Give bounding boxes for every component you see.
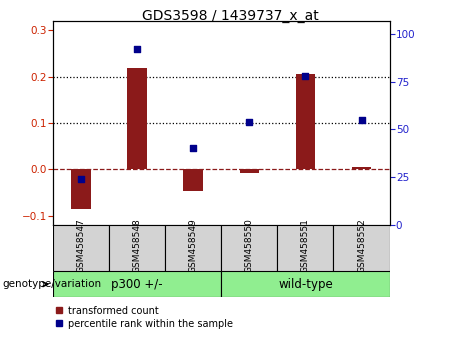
Bar <box>221 271 390 297</box>
Bar <box>165 225 221 271</box>
Bar <box>240 169 259 173</box>
Bar <box>221 225 278 271</box>
Point <box>77 176 85 182</box>
Point <box>358 117 365 123</box>
Text: wild-type: wild-type <box>278 278 333 291</box>
Text: GSM458551: GSM458551 <box>301 218 310 273</box>
Point <box>301 73 309 79</box>
Bar <box>71 169 91 209</box>
Text: GSM458548: GSM458548 <box>133 218 142 273</box>
Text: genotype/variation: genotype/variation <box>2 279 101 289</box>
Bar <box>109 225 165 271</box>
Text: GSM458547: GSM458547 <box>77 218 86 273</box>
Bar <box>352 167 371 169</box>
Text: GSM458552: GSM458552 <box>357 218 366 273</box>
Text: p300 +/-: p300 +/- <box>112 278 163 291</box>
Text: GSM458550: GSM458550 <box>245 218 254 273</box>
Legend: transformed count, percentile rank within the sample: transformed count, percentile rank withi… <box>56 306 233 329</box>
Bar <box>53 225 109 271</box>
Bar <box>53 271 221 297</box>
Bar <box>296 74 315 169</box>
Point <box>134 46 141 52</box>
Bar <box>333 225 390 271</box>
Bar <box>278 225 333 271</box>
Bar <box>183 169 203 192</box>
Point <box>189 145 197 151</box>
Bar <box>127 68 147 169</box>
Point <box>246 119 253 125</box>
Text: GDS3598 / 1439737_x_at: GDS3598 / 1439737_x_at <box>142 9 319 23</box>
Text: GSM458549: GSM458549 <box>189 218 198 273</box>
